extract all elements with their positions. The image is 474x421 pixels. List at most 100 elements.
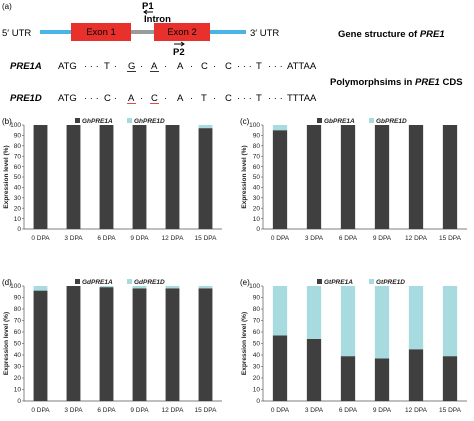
chart-panel: (d) Expression level (%) 0 10 20 30 40 50 60 70 80… [2, 278, 222, 414]
seq-dots: · · · [84, 93, 99, 104]
bar-segment [374, 286, 390, 359]
x-tick-label: 12 DPA [162, 407, 185, 414]
x-tick-label: 6 DPA [97, 235, 116, 242]
y-tick-label: 90 [14, 133, 22, 140]
bar-segment [306, 338, 322, 401]
sequence-rows: PRE1A ATG · · · T · G · A · A · C · C · … [10, 61, 317, 104]
y-tick-label: 90 [14, 295, 22, 302]
seq-mut-base: A [151, 61, 158, 72]
y-tick-label: 50 [253, 341, 261, 348]
seq-dot: · [140, 61, 143, 72]
bar-segment [374, 358, 390, 401]
bar-segment [198, 125, 213, 129]
y-tick-label: 40 [14, 185, 22, 192]
x-tick-label: 3 DPA [64, 407, 83, 414]
legend-swatch [75, 118, 80, 123]
x-tick-label: 15 DPA [195, 407, 218, 414]
bar-segment [408, 349, 424, 401]
primer-p2-label: P2 [173, 47, 185, 58]
y-tick-label: 80 [14, 143, 22, 150]
exon2-box [154, 23, 210, 41]
legend-swatch [75, 279, 80, 284]
y-tick-label: 10 [14, 387, 22, 394]
chart-panel: (b) Expression level (%) 0 10 20 30 40 50 60 70 80… [2, 117, 222, 242]
bar-segment [132, 288, 147, 401]
y-axis-label: Expression level (%) [241, 145, 248, 208]
seq-base: T [104, 61, 110, 72]
y-tick-label: 100 [10, 283, 21, 290]
seq-dot: · [213, 61, 216, 72]
seq-dot: · [213, 93, 216, 104]
seq-base: T [201, 93, 207, 104]
legend-label: GdPRE1D [134, 279, 165, 286]
bar-segment [132, 286, 147, 289]
panel-label-a: (a) [2, 2, 12, 11]
bar-segment [272, 286, 288, 336]
x-tick-label: 9 DPA [130, 407, 149, 414]
seq-dot: · [164, 61, 167, 72]
seq-end: ATTAA [287, 61, 317, 72]
x-tick-label: 9 DPA [373, 407, 392, 414]
y-axis-label: Expression level (%) [241, 312, 248, 375]
x-tick-label: 9 DPA [130, 235, 149, 242]
y-tick-label: 70 [253, 153, 261, 160]
x-tick-label: 9 DPA [373, 235, 392, 242]
x-tick-label: 3 DPA [305, 407, 324, 414]
seq-mut-base: G [128, 61, 135, 72]
y-tick-label: 20 [253, 375, 261, 382]
y-tick-label: 90 [253, 133, 261, 140]
bar-segment [99, 287, 114, 401]
y-tick-label: 60 [14, 329, 22, 336]
y-tick-label: 100 [10, 122, 21, 129]
y-tick-label: 70 [14, 153, 22, 160]
y-tick-label: 0 [17, 226, 21, 233]
legend-swatch [127, 279, 132, 284]
chart-panel: (c) Expression level (%) 0 10 20 30 40 50 60 70 80… [240, 117, 467, 242]
bar-segment [272, 130, 288, 229]
y-tick-label: 60 [253, 329, 261, 336]
seq-dot: · [114, 93, 117, 104]
y-tick-label: 30 [14, 195, 22, 202]
x-tick-label: 6 DPA [339, 235, 358, 242]
seq-start: ATG [58, 93, 77, 104]
seq-base: C [104, 93, 111, 104]
x-tick-label: 15 DPA [195, 235, 218, 242]
x-tick-label: 12 DPA [405, 235, 428, 242]
bar-segment [306, 125, 322, 229]
y-tick-label: 0 [256, 226, 260, 233]
bar-segment [66, 286, 81, 401]
x-tick-label: 12 DPA [162, 235, 185, 242]
y-tick-label: 90 [253, 295, 261, 302]
bar-segment [198, 288, 213, 401]
bar-segment [33, 286, 48, 291]
y-tick-label: 10 [253, 387, 261, 394]
bar-segment [442, 125, 458, 229]
legend-swatch [317, 118, 322, 123]
bar-segment [66, 125, 81, 229]
seq-dot: · [164, 93, 167, 104]
bar-segment [340, 286, 356, 357]
y-tick-label: 40 [253, 185, 261, 192]
bar-segment [132, 125, 147, 229]
legend-swatch [127, 118, 132, 123]
polymorphism-title: Polymorphsims in PRE1 CDS [330, 77, 463, 88]
legend-swatch [369, 279, 374, 284]
intron-label: Intron [144, 14, 171, 25]
bar-segment [442, 286, 458, 357]
bar-segment [198, 286, 213, 289]
panel-label: (e) [240, 278, 250, 287]
seq-base: C [225, 61, 232, 72]
primer-p1-arrow [143, 9, 153, 15]
y-tick-label: 10 [14, 216, 22, 223]
y-tick-label: 30 [253, 364, 261, 371]
y-tick-label: 100 [249, 122, 260, 129]
bar-segment [99, 125, 114, 229]
y-tick-label: 20 [14, 375, 22, 382]
x-tick-label: 6 DPA [339, 407, 358, 414]
bar-segment [99, 286, 114, 288]
seq-dots: · · · [268, 93, 283, 104]
legend-label: GbPRE1D [376, 118, 407, 125]
panel-a: (a) 5′ UTR Exon 1 Exon 2 3′ UTR P1 Intro… [2, 1, 463, 104]
